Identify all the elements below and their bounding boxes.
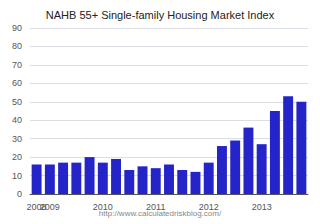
svg-text:30: 30: [12, 134, 22, 144]
svg-text:60: 60: [12, 78, 22, 88]
svg-text:2008: 2008: [26, 201, 47, 212]
svg-text:2013: 2013: [252, 202, 272, 212]
svg-text:50: 50: [12, 97, 22, 107]
svg-text:70: 70: [12, 60, 22, 70]
svg-text:90: 90: [12, 23, 22, 33]
svg-text:2009: 2009: [40, 202, 60, 212]
svg-text:2012: 2012: [198, 201, 219, 212]
svg-text:NAHB 55+ Single-family Housing: NAHB 55+ Single-family Housing Market In…: [46, 9, 275, 21]
svg-text:0: 0: [17, 189, 22, 199]
svg-text:40: 40: [12, 115, 22, 125]
svg-text:80: 80: [12, 41, 22, 51]
svg-text:2011: 2011: [146, 201, 166, 212]
svg-text:10: 10: [12, 171, 22, 181]
svg-text:20: 20: [12, 152, 22, 162]
svg-text:http://www.calculatedriskblog.: http://www.calculatedriskblog.com/: [99, 209, 222, 218]
svg-text:2010: 2010: [92, 201, 113, 212]
